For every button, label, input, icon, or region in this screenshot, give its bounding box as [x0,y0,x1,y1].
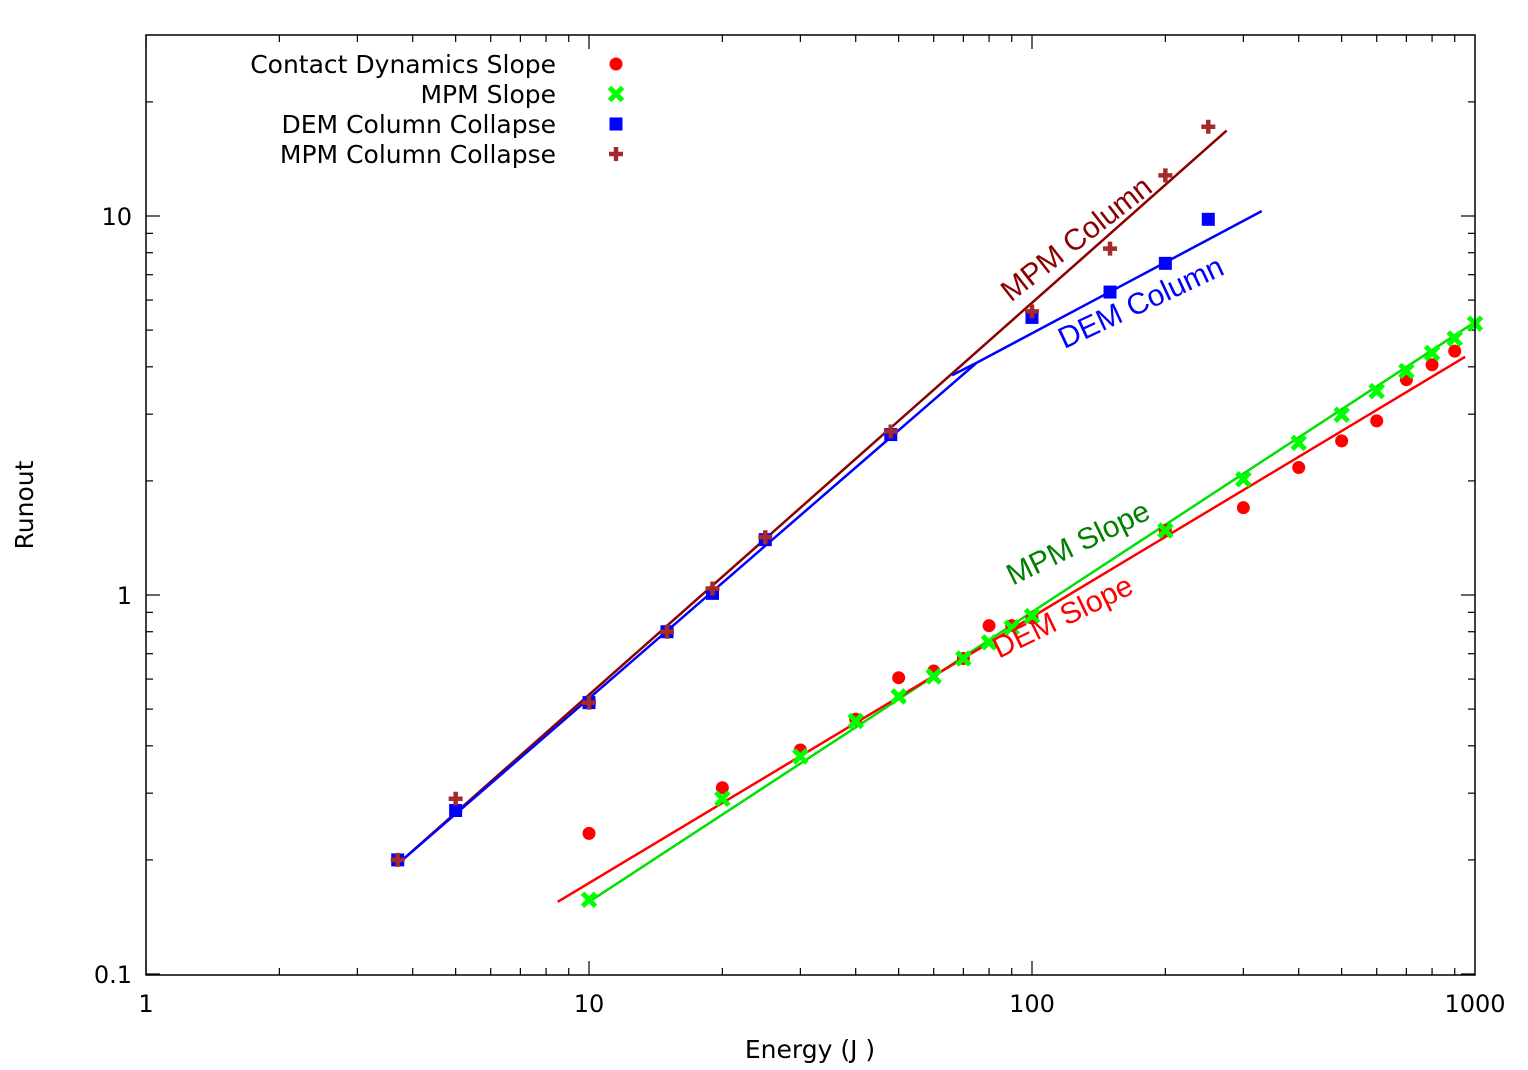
data-points [390,119,1484,909]
data-point [582,826,596,840]
data-point [1333,406,1350,423]
data-point [1235,471,1252,488]
data-point [1003,619,1020,636]
data-point [1201,212,1215,226]
data-point [890,688,907,705]
data-point [1157,522,1174,539]
data-point [1023,607,1041,625]
legend-label: Contact Dynamics Slope [250,50,556,79]
data-point [892,671,906,685]
legend-marker [609,147,623,161]
data-point [714,790,731,808]
data-point [792,748,809,765]
x-tick-label: 10 [574,990,605,1018]
data-point [582,695,596,710]
data-point [448,791,463,806]
y-tick-label: 1 [117,582,132,610]
fit-line [396,129,1228,866]
y-axis-label: Runout [10,460,39,549]
legend-label: DEM Column Collapse [282,110,557,139]
data-point [1292,460,1306,474]
axis-ticks [145,35,1475,975]
data-point [1103,285,1117,299]
legend-marker [609,117,623,131]
data-point [1103,241,1118,256]
data-point [1398,362,1415,380]
data-point [1446,330,1463,347]
data-point [1201,119,1216,134]
legend-marker [609,57,623,71]
data-point [715,781,729,795]
data-point [660,624,675,639]
data-point [980,634,998,651]
y-tick-label: 10 [101,203,132,231]
data-point [449,804,463,818]
legend-label: MPM Column Collapse [280,140,556,169]
data-point [758,530,773,545]
data-point [1425,358,1439,372]
x-tick-label: 100 [1009,990,1055,1018]
data-point [1158,256,1172,270]
fit-line [951,361,978,377]
data-point [1158,168,1173,183]
data-point [955,650,972,667]
data-point [1368,382,1385,400]
fit-line [396,361,978,866]
plot-frame [145,34,1476,976]
data-point [1448,344,1462,358]
y-tick-label: 0.1 [94,961,132,989]
data-point [390,852,405,867]
data-point [847,712,864,730]
data-point [982,619,996,633]
fit-line [976,210,1263,364]
data-point [705,581,720,596]
x-tick-label: 1 [138,990,153,1018]
x-tick-label: 1000 [1444,990,1505,1018]
data-point [1290,434,1307,452]
data-point [1423,344,1441,362]
data-point [580,891,598,909]
legend-marker [607,85,625,103]
data-point [1236,501,1250,515]
data-point [925,668,942,685]
data-point [1335,434,1349,448]
data-point [1025,304,1039,319]
x-axis-label: Energy (J ) [745,1035,875,1064]
legend-label: MPM Slope [420,80,556,109]
data-point [883,424,898,439]
data-point [1370,414,1384,428]
